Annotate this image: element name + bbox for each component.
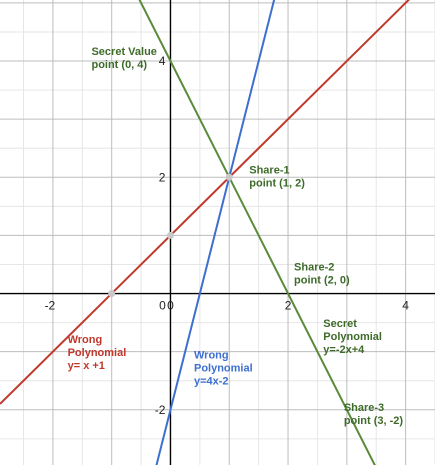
- annotation-line: Share-1: [249, 164, 289, 176]
- annotation-line: point (1, 2): [249, 177, 305, 189]
- tick-label: -2: [45, 299, 56, 313]
- marked-point: [108, 290, 115, 297]
- tick-label: 2: [159, 170, 166, 184]
- point-label-share-1: Share-1 point (1, 2): [249, 164, 305, 189]
- annotation-line: Polynomial: [323, 331, 382, 343]
- annotation-line: y=-2x+4: [323, 344, 365, 356]
- annotation-line: point (2, 0): [294, 275, 350, 287]
- marked-point: [167, 232, 174, 239]
- point-label-share-3: Share-3 point (3, -2): [344, 402, 404, 427]
- tick-label: 2: [285, 299, 292, 313]
- annotation-line: y= x +1: [68, 360, 105, 372]
- series-label-red: Wrong Polynomial y= x +1: [68, 334, 127, 372]
- annotation-line: Secret Value: [91, 46, 156, 58]
- annotation-line: point (3, -2): [344, 415, 404, 427]
- annotation-line: Wrong: [194, 350, 229, 362]
- annotation-line: Secret: [323, 318, 357, 330]
- tick-label: 0: [167, 299, 174, 313]
- tick-label: 4: [159, 54, 166, 68]
- series-label-blue: Wrong Polynomial y=4x-2: [194, 350, 253, 388]
- annotation-line: Polynomial: [68, 347, 127, 359]
- annotation-line: Wrong: [68, 334, 103, 346]
- series-label-green: Secret Polynomial y=-2x+4: [323, 318, 382, 356]
- annotations: Secret Value point (0, 4) Share-1 point (1,…: [68, 46, 404, 427]
- annotation-line: y=4x-2: [194, 376, 229, 388]
- point-label-secret-value: Secret Value point (0, 4): [91, 46, 156, 71]
- annotation-line: Polynomial: [194, 363, 253, 375]
- point-label-share-2: Share-2 point (2, 0): [294, 262, 350, 287]
- tick-label: 4: [402, 299, 409, 313]
- tick-label: -2: [155, 403, 166, 417]
- tick-label: 0: [159, 299, 166, 313]
- annotation-line: Share-3: [344, 402, 384, 414]
- marked-point: [226, 174, 233, 181]
- annotation-line: Share-2: [294, 262, 334, 274]
- annotation-line: point (0, 4): [91, 59, 147, 71]
